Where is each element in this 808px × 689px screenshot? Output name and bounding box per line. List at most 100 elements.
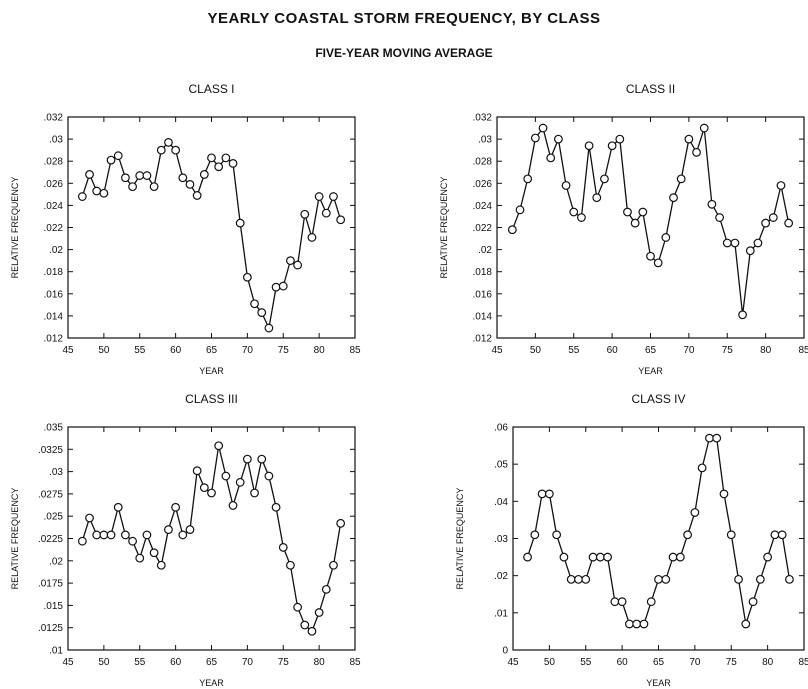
y-tick-label: .016: [473, 289, 493, 300]
y-tick-label: .03: [49, 135, 63, 146]
data-point: [85, 513, 94, 523]
data-point: [546, 153, 556, 163]
y-tick-label: .01: [494, 608, 508, 619]
data-point: [554, 134, 563, 144]
data-point: [300, 209, 310, 219]
data-point: [207, 488, 216, 498]
x-tick-label: 55: [134, 345, 146, 356]
data-point: [221, 471, 231, 481]
data-point: [336, 518, 346, 528]
data-point: [523, 174, 533, 184]
data-point: [286, 560, 295, 570]
data-point: [185, 180, 195, 189]
data-point: [607, 141, 617, 151]
data-point: [753, 238, 763, 248]
x-tick-label: 65: [653, 657, 665, 668]
x-axis-label: YEAR: [199, 366, 224, 376]
y-tick-label: .032: [44, 113, 64, 124]
data-point: [329, 192, 338, 201]
data-point: [507, 225, 517, 235]
data-point: [329, 560, 338, 570]
data-point: [559, 552, 569, 562]
x-tick-label: 55: [568, 345, 580, 356]
data-point: [99, 530, 109, 540]
chart-panel-4: CLASS IV YEAR RELATIVE FREQUENCY 45 50 55 60 65…: [455, 392, 808, 688]
data-point: [286, 256, 295, 266]
data-point: [164, 525, 173, 534]
data-point: [730, 238, 740, 248]
data-point: [321, 584, 331, 594]
x-tick-label: 70: [689, 657, 701, 668]
data-point: [668, 552, 678, 562]
y-tick-label: .026: [44, 179, 64, 190]
figure-title: YEARLY COASTAL STORM FREQUENCY, BY CLASS: [207, 10, 601, 27]
y-tick-label: .06: [494, 423, 508, 434]
x-tick-label: 80: [762, 657, 774, 668]
data-point: [707, 199, 717, 209]
data-point: [106, 530, 116, 540]
data-point: [113, 151, 123, 161]
y-tick-label: .02: [49, 556, 63, 567]
plot-frame: [496, 116, 805, 339]
data-point: [228, 501, 238, 510]
data-point: [214, 162, 224, 172]
y-tick-label: .026: [473, 179, 493, 190]
data-point: [552, 530, 562, 540]
data-point: [199, 170, 209, 179]
data-point: [85, 170, 94, 179]
series-line: [526, 437, 791, 625]
panel-title: CLASS III: [185, 392, 238, 406]
data-point: [293, 602, 303, 612]
data-point: [639, 619, 649, 629]
data-point: [235, 218, 245, 228]
data-point: [92, 530, 102, 540]
data-point: [192, 466, 202, 476]
y-tick-label: .0225: [38, 534, 63, 545]
data-point: [192, 191, 202, 200]
x-tick-label: 75: [726, 657, 738, 668]
data-point: [537, 489, 547, 499]
data-point: [293, 260, 303, 270]
y-tick-label: .022: [44, 223, 64, 234]
data-point: [307, 233, 317, 242]
data-point: [712, 433, 722, 443]
x-tick-label: 85: [798, 345, 808, 356]
data-point: [610, 597, 620, 607]
x-tick-label: 65: [206, 657, 218, 668]
data-point: [544, 489, 554, 499]
data-point: [264, 471, 274, 481]
y-tick-label: .022: [473, 223, 493, 234]
x-tick-label: 60: [170, 657, 182, 668]
x-tick-label: 80: [314, 345, 326, 356]
data-point: [242, 454, 252, 464]
data-point: [156, 560, 166, 570]
chart-panel-1: CLASS I YEAR RELATIVE FREQUENCY 45 50 55 60 65 7…: [10, 82, 361, 376]
data-point: [755, 574, 765, 584]
data-point: [199, 483, 209, 493]
data-point: [77, 192, 87, 201]
y-tick-label: .0125: [38, 623, 63, 634]
data-point: [761, 218, 771, 228]
data-point: [763, 552, 773, 562]
data-point: [120, 173, 130, 183]
data-point: [178, 530, 188, 540]
data-point: [128, 182, 137, 192]
y-tick-label: .028: [473, 157, 493, 168]
y-tick-label: .018: [473, 267, 493, 278]
x-tick-label: 60: [170, 345, 182, 356]
data-point: [300, 620, 310, 630]
data-point: [530, 133, 540, 143]
y-tick-label: .01: [49, 646, 63, 657]
data-point: [314, 192, 324, 201]
y-tick-label: 0: [502, 646, 508, 657]
data-point: [530, 530, 540, 540]
x-tick-label: 75: [278, 345, 290, 356]
chart-panel-2: CLASS II YEAR RELATIVE FREQUENCY 45 50 55 60 65…: [439, 82, 808, 376]
data-point: [630, 218, 640, 228]
data-point: [106, 155, 116, 165]
data-point: [207, 153, 216, 163]
data-point: [99, 188, 109, 198]
y-axis-label: RELATIVE FREQUENCY: [10, 488, 20, 590]
data-point: [178, 173, 188, 183]
data-point: [278, 543, 288, 552]
